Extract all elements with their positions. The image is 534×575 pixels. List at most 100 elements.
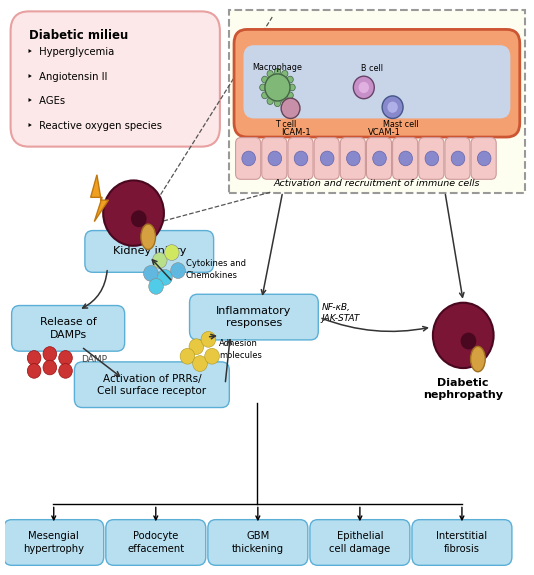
FancyBboxPatch shape	[445, 137, 470, 179]
Circle shape	[281, 70, 288, 77]
Text: Activation and recruitment of immune cells: Activation and recruitment of immune cel…	[273, 179, 480, 189]
Circle shape	[461, 332, 476, 350]
Circle shape	[262, 92, 268, 99]
Circle shape	[382, 96, 403, 118]
Circle shape	[451, 151, 465, 166]
Circle shape	[477, 151, 491, 166]
FancyBboxPatch shape	[244, 45, 511, 118]
FancyBboxPatch shape	[366, 137, 391, 179]
Circle shape	[27, 351, 41, 365]
Text: B cell: B cell	[360, 64, 383, 74]
Text: Mesengial
hypertrophy: Mesengial hypertrophy	[23, 531, 84, 554]
Circle shape	[281, 98, 288, 105]
Text: Podocyte
effacement: Podocyte effacement	[127, 531, 184, 554]
Circle shape	[347, 151, 360, 166]
Circle shape	[294, 151, 308, 166]
Text: ‣  Angiotensin II: ‣ Angiotensin II	[27, 72, 108, 82]
Text: Interstitial
fibrosis: Interstitial fibrosis	[436, 531, 488, 554]
Circle shape	[289, 84, 295, 91]
Circle shape	[274, 68, 280, 75]
Circle shape	[274, 100, 280, 106]
Text: Macrophage: Macrophage	[253, 63, 302, 72]
FancyBboxPatch shape	[74, 362, 229, 408]
Circle shape	[387, 102, 398, 113]
FancyBboxPatch shape	[4, 520, 104, 565]
Circle shape	[149, 278, 163, 294]
Text: Diabetic
nephropathy: Diabetic nephropathy	[423, 378, 503, 400]
FancyBboxPatch shape	[310, 520, 410, 565]
Ellipse shape	[141, 224, 155, 250]
FancyBboxPatch shape	[235, 137, 261, 179]
Circle shape	[433, 302, 493, 368]
Text: T cell: T cell	[274, 120, 296, 129]
Circle shape	[144, 266, 158, 281]
Circle shape	[164, 245, 179, 260]
Text: ‣  AGEs: ‣ AGEs	[27, 97, 66, 106]
Circle shape	[103, 181, 164, 246]
FancyBboxPatch shape	[262, 137, 287, 179]
Circle shape	[242, 151, 255, 166]
Text: Cytokines and
Chemokines: Cytokines and Chemokines	[186, 259, 246, 279]
Circle shape	[152, 252, 167, 269]
Circle shape	[43, 360, 57, 375]
Text: Kidney injury: Kidney injury	[113, 247, 186, 256]
Circle shape	[399, 151, 412, 166]
Circle shape	[205, 348, 219, 364]
Circle shape	[425, 151, 438, 166]
Circle shape	[267, 70, 273, 77]
Circle shape	[265, 74, 290, 101]
Text: ‣  Reactive oxygen species: ‣ Reactive oxygen species	[27, 121, 162, 131]
Circle shape	[158, 270, 172, 285]
Circle shape	[260, 84, 266, 91]
Circle shape	[287, 92, 293, 99]
Circle shape	[358, 82, 369, 93]
FancyBboxPatch shape	[314, 137, 339, 179]
Ellipse shape	[470, 346, 485, 372]
Circle shape	[201, 331, 216, 347]
FancyBboxPatch shape	[229, 10, 525, 193]
FancyBboxPatch shape	[12, 305, 124, 351]
Circle shape	[189, 339, 203, 355]
Circle shape	[373, 151, 386, 166]
Circle shape	[268, 151, 281, 166]
FancyBboxPatch shape	[106, 520, 206, 565]
Circle shape	[171, 263, 185, 278]
Text: ICAM-1: ICAM-1	[281, 128, 311, 137]
FancyBboxPatch shape	[392, 137, 418, 179]
Circle shape	[193, 356, 207, 371]
Text: ‣  Hyperglycemia: ‣ Hyperglycemia	[27, 47, 115, 57]
FancyBboxPatch shape	[190, 294, 318, 340]
Circle shape	[131, 210, 147, 227]
Circle shape	[281, 98, 300, 118]
Text: Mast cell: Mast cell	[383, 120, 418, 129]
FancyBboxPatch shape	[288, 137, 313, 179]
Circle shape	[267, 98, 273, 105]
Circle shape	[287, 76, 293, 83]
Text: Release of
DAMPs: Release of DAMPs	[40, 317, 97, 340]
Text: Activation of PRRs/
Cell surface receptor: Activation of PRRs/ Cell surface recepto…	[97, 374, 207, 396]
Text: NF-κB,
JAK-STAT: NF-κB, JAK-STAT	[322, 303, 360, 323]
FancyBboxPatch shape	[11, 12, 220, 147]
Text: Adhesion
molecules: Adhesion molecules	[219, 339, 262, 359]
Text: GBM
thickening: GBM thickening	[232, 531, 284, 554]
Circle shape	[180, 348, 195, 364]
FancyBboxPatch shape	[419, 137, 444, 179]
Circle shape	[354, 76, 374, 99]
Polygon shape	[91, 175, 108, 221]
Text: VCAM-1: VCAM-1	[368, 128, 401, 137]
Text: Diabetic milieu: Diabetic milieu	[29, 29, 128, 43]
FancyBboxPatch shape	[412, 520, 512, 565]
Text: DAMP: DAMP	[81, 355, 107, 363]
FancyBboxPatch shape	[234, 29, 520, 137]
Circle shape	[320, 151, 334, 166]
Circle shape	[59, 351, 72, 365]
FancyBboxPatch shape	[340, 137, 365, 179]
Circle shape	[59, 363, 72, 378]
FancyBboxPatch shape	[85, 231, 214, 273]
Circle shape	[27, 363, 41, 378]
Circle shape	[43, 347, 57, 361]
FancyBboxPatch shape	[208, 520, 308, 565]
Text: Inflammatory
responses: Inflammatory responses	[216, 306, 292, 328]
Circle shape	[262, 76, 268, 83]
FancyBboxPatch shape	[471, 137, 496, 179]
